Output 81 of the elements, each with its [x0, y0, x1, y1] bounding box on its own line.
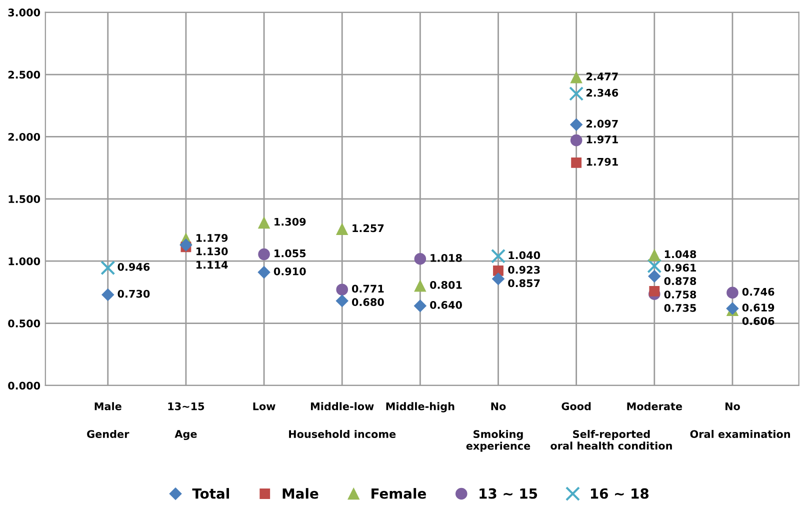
- y-tick-label: 1.500: [8, 195, 40, 204]
- point: [490, 248, 506, 264]
- point: [647, 258, 662, 274]
- data-label: 0.619: [742, 304, 774, 312]
- data-label: 0.878: [664, 277, 696, 286]
- data-label: 0.910: [274, 267, 306, 276]
- data-label: 0.746: [742, 288, 774, 296]
- data-label: 0.801: [430, 281, 462, 289]
- point: [258, 248, 270, 260]
- point: [570, 118, 583, 131]
- point: [102, 288, 114, 301]
- data-label: 0.730: [118, 290, 150, 298]
- data-label: 0.640: [430, 301, 462, 309]
- point: [258, 216, 270, 229]
- point: [569, 86, 584, 101]
- data-label: 1.257: [352, 224, 384, 232]
- data-label: 1.114: [196, 260, 228, 269]
- point: [414, 300, 426, 312]
- x-tick-label: Good: [562, 402, 591, 410]
- point: [414, 280, 426, 292]
- y-tick-label: 0.500: [8, 320, 40, 328]
- y-tick-label: 3.000: [8, 8, 40, 16]
- legend-label: Male: [282, 488, 318, 499]
- point: [258, 266, 270, 279]
- legend-label: 13 ~ 15: [480, 488, 538, 499]
- x-tick-label: Middle-low: [310, 402, 374, 410]
- data-label: 1.179: [196, 234, 228, 242]
- text: Age: [174, 430, 197, 440]
- legend-label: 16 ~ 18: [590, 488, 649, 499]
- x-tick-label: No: [725, 402, 740, 410]
- data-label: 0.946: [118, 262, 150, 271]
- point: [100, 260, 116, 276]
- data-label: 0.735: [664, 304, 696, 312]
- data-label: 0.857: [508, 279, 540, 288]
- y-tick-label: 2.500: [8, 70, 40, 79]
- data-label: 0.923: [508, 266, 540, 274]
- x-tick-label: Low: [253, 402, 276, 410]
- point: [648, 249, 660, 262]
- legend-label: Total: [192, 488, 229, 499]
- data-label: 0.771: [352, 284, 384, 293]
- point: [336, 294, 348, 308]
- text: Self-reported oral health condition: [550, 430, 672, 450]
- legend-label: Female: [372, 488, 426, 499]
- data-label: 2.477: [586, 72, 618, 80]
- point: [570, 134, 582, 146]
- point: [336, 223, 348, 236]
- data-label: 0.680: [352, 298, 384, 306]
- data-label: 1.309: [274, 218, 306, 226]
- data-label: 2.097: [586, 120, 618, 128]
- point: [570, 71, 582, 84]
- x-tick-label: Moderate: [627, 402, 682, 410]
- x-tick-label: Middle-high: [386, 402, 454, 412]
- text: Oral examination: [690, 430, 790, 438]
- data-label: 1.791: [586, 158, 618, 166]
- y-tick-label: 0.000: [8, 382, 40, 390]
- point: [492, 272, 504, 286]
- x-tick-label: No: [491, 402, 506, 410]
- y-tick-label: 1.000: [8, 257, 40, 266]
- text: Household income: [289, 430, 396, 438]
- point: [414, 252, 426, 265]
- x-tick-label: 13~15: [168, 402, 204, 410]
- data-label: 1.130: [196, 247, 228, 256]
- point: [726, 286, 738, 299]
- point: [648, 270, 661, 283]
- data-label: 2.346: [586, 88, 618, 97]
- data-label: 0.606: [742, 317, 774, 325]
- data-label: 0.961: [664, 264, 696, 272]
- data-label: 1.055: [274, 249, 306, 258]
- data-label: 0.758: [664, 290, 696, 298]
- data-label: 1.040: [508, 251, 540, 260]
- text: Smoking experience: [466, 430, 530, 452]
- point: [336, 284, 348, 296]
- x-tick-label: Male: [94, 402, 122, 410]
- data-label: 1.018: [430, 254, 462, 262]
- text: Gender: [87, 430, 130, 438]
- point: [649, 286, 660, 296]
- point: [180, 238, 192, 252]
- data-label: 1.971: [586, 135, 618, 144]
- y-tick-label: 2.000: [8, 132, 40, 141]
- point: [571, 158, 582, 168]
- data-label: 1.048: [664, 250, 696, 258]
